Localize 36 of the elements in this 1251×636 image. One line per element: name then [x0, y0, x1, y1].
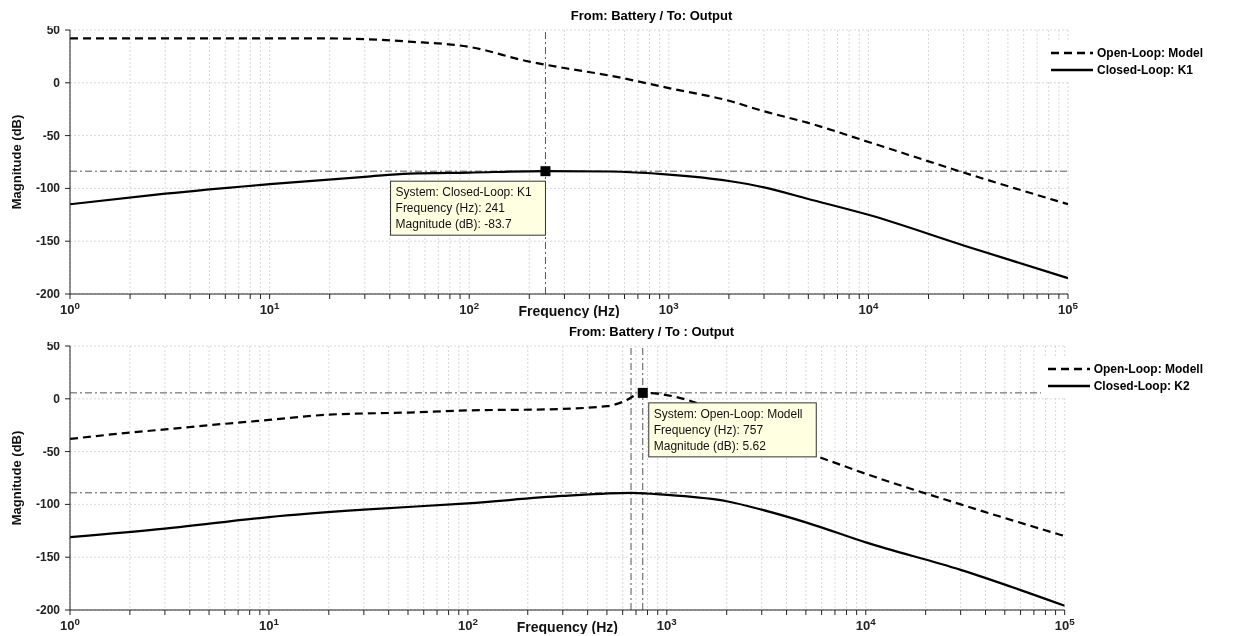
y-axis-title: Magnitude (dB): [8, 114, 24, 210]
y-tick-label: 50: [46, 23, 61, 37]
x-tick-label: 10$^{5}$: [1054, 615, 1076, 633]
y-tick-label: -100: [35, 497, 61, 512]
y-tick-label: -200: [35, 603, 61, 617]
y-tick-label: -150: [35, 550, 61, 565]
annotation: System: Closed-Loop: K1 Frequency (Hz): 241 Magnitude (dB): -83.7: [395, 185, 532, 232]
x-tick-label: 10$^{4}$: [858, 299, 879, 317]
legend-label: Open-Loop: Modell: [1093, 361, 1203, 376]
y-tick-label: 0: [53, 391, 61, 406]
x-tick-label: 10$^{1}$: [258, 615, 280, 633]
y-tick-label: 50: [46, 339, 61, 353]
y-tick-label: -100: [35, 181, 61, 196]
x-tick-label: 10$^{5}$: [1058, 299, 1079, 317]
x-tick-label: 10$^{0}$: [60, 615, 81, 633]
annotation: System: Open-Loop: Modell Frequency (Hz): 757 Magnitude (dB): 5.62: [653, 406, 803, 453]
x-tick-label: 10$^{0}$: [60, 299, 81, 317]
x-tick-label: 10$^{2}$: [457, 615, 479, 633]
legend-label: Closed-Loop: K1: [1097, 62, 1194, 77]
x-axis-title: Frequency (Hz): [516, 619, 618, 635]
chart-title: From: Battery / To: Output: [570, 8, 733, 23]
x-tick-label: 10$^{3}$: [656, 615, 678, 633]
x-tick-label: 10$^{2}$: [459, 299, 480, 317]
y-axis-title: Magnitude (dB): [8, 430, 24, 526]
legend-label: Open-Loop: Model: [1097, 45, 1203, 60]
chart-title: From: Battery / To : Output: [568, 324, 735, 339]
y-tick-label: -150: [35, 234, 61, 249]
y-tick-label: -50: [42, 444, 61, 459]
y-tick-label: 0: [53, 75, 61, 90]
x-axis-title: Frequency (Hz): [518, 303, 620, 319]
x-tick-label: 10$^{3}$: [658, 299, 680, 317]
legend-label: Closed-Loop: K2: [1093, 378, 1190, 393]
x-tick-label: 10$^{4}$: [855, 615, 877, 633]
x-tick-label: 10$^{1}$: [259, 299, 281, 317]
y-tick-label: -50: [42, 128, 61, 143]
y-tick-label: -200: [35, 287, 61, 301]
